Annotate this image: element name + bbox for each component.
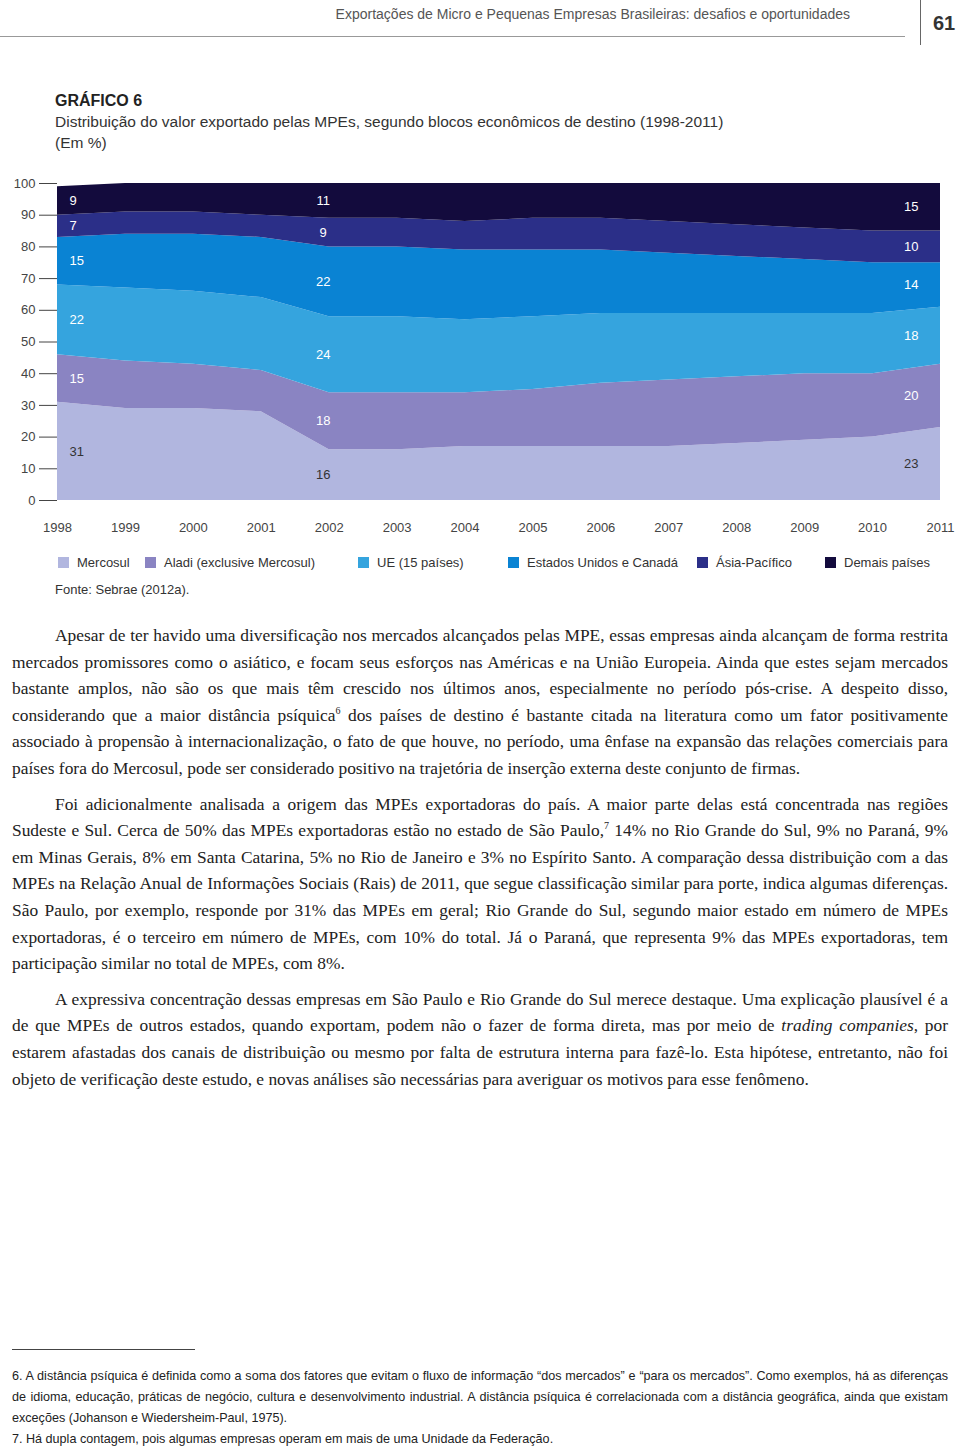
svg-text:2002: 2002 [315,520,344,535]
svg-text:2004: 2004 [451,520,480,535]
svg-text:30: 30 [21,398,35,413]
svg-text:22: 22 [316,274,330,289]
svg-text:15: 15 [70,371,84,386]
html-text:Aladi (exclusive Mercosul): Aladi (exclusive Mercosul) [164,555,315,570]
svg-text:31: 31 [70,444,84,459]
svg-text:1999: 1999 [111,520,140,535]
html-text:UE (15 países): UE (15 países) [377,555,464,570]
svg-text:2011: 2011 [927,520,955,535]
html-text:Exportações de Micro e Pequena: Exportações de Micro e Pequenas Empresas… [335,6,850,22]
svg-text:2007: 2007 [654,520,683,535]
svg-text:1998: 1998 [43,520,72,535]
svg-text:2006: 2006 [586,520,615,535]
svg-text:22: 22 [70,312,84,327]
html-text:Demais países: Demais países [844,555,930,570]
html-text:GRÁFICO 6: GRÁFICO 6 [55,92,143,109]
svg-text:18: 18 [316,413,330,428]
html-text:7. Há dupla contagem, pois alg: 7. Há dupla contagem, pois algumas empre… [12,1432,554,1446]
svg-text:7: 7 [70,218,77,233]
svg-text:20: 20 [21,429,35,444]
svg-text:2008: 2008 [722,520,751,535]
svg-text:20: 20 [904,388,918,403]
html-text:14% no Rio Grande do Sul, 9% n: 14% no Rio Grande do Sul, 9% no Paraná, … [12,820,948,974]
svg-text:11: 11 [316,193,330,208]
html-text:Estados Unidos e Canadá: Estados Unidos e Canadá [527,555,678,570]
html-text:Foi adicionalmente analisada a: Foi adicionalmente analisada a origem da… [12,793,948,841]
svg-text:16: 16 [316,467,330,482]
svg-text:40: 40 [21,366,35,381]
svg-text:2003: 2003 [383,520,412,535]
svg-text:2010: 2010 [858,520,887,535]
svg-text:15: 15 [70,253,84,268]
svg-text:90: 90 [21,207,35,222]
svg-text:2000: 2000 [179,520,208,535]
svg-text:2001: 2001 [247,520,276,535]
svg-text:2005: 2005 [519,520,548,535]
svg-text:2009: 2009 [790,520,819,535]
html-text:Apesar de ter havido uma diver: Apesar de ter havido uma diversificação … [12,625,948,778]
svg-text:100: 100 [14,176,36,191]
svg-text:80: 80 [21,239,35,254]
svg-text:0: 0 [28,493,35,508]
html-text:A expressiva concentração dess: A expressiva concentração dessas empresa… [12,988,948,1089]
html-text:6. A distância psíquica é defi: 6. A distância psíquica é definida como … [12,1369,948,1425]
svg-text:14: 14 [904,277,918,292]
svg-text:9: 9 [70,193,77,208]
svg-text:50: 50 [21,334,35,349]
svg-text:24: 24 [316,347,330,362]
svg-text:10: 10 [904,239,918,254]
html-text:(Em %): (Em %) [55,134,107,151]
svg-text:70: 70 [21,271,35,286]
svg-text:9: 9 [320,225,327,240]
svg-text:15: 15 [904,199,918,214]
svg-text:60: 60 [21,302,35,317]
html-text:Mercosul: Mercosul [77,555,130,570]
svg-text:23: 23 [904,456,918,471]
html-text:Distribuição do valor exportad: Distribuição do valor exportado pelas MP… [55,113,724,130]
html-text:Ásia-Pacífico: Ásia-Pacífico [716,555,792,570]
svg-text:10: 10 [21,461,35,476]
svg-text:18: 18 [904,328,918,343]
html-text:Fonte: Sebrae (2012a).: Fonte: Sebrae (2012a). [55,582,190,597]
html-text:61: 61 [933,12,956,34]
